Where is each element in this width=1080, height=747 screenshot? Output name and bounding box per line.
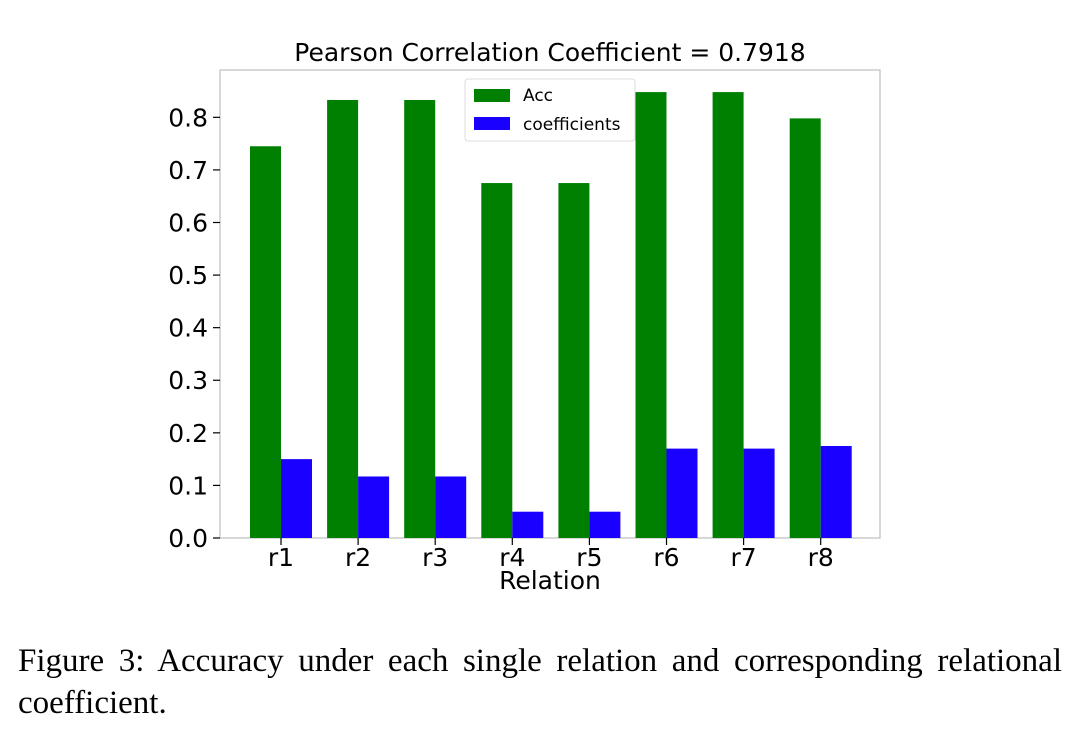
bar-acc-r3 xyxy=(404,99,436,539)
y-tick-label: 0.2 xyxy=(168,419,208,448)
bar-acc-r5 xyxy=(558,183,590,538)
x-tick-label-r5: r5 xyxy=(576,543,602,572)
chart-title: Pearson Correlation Coefficient = 0.7918 xyxy=(294,38,805,67)
bar-coefficients-r2 xyxy=(358,476,390,538)
bar-acc-r6 xyxy=(635,92,667,539)
x-tick-label-r2: r2 xyxy=(345,543,371,572)
y-tick-label: 0.5 xyxy=(168,261,208,290)
bar-acc-r8 xyxy=(789,118,821,538)
x-tick-label-r3: r3 xyxy=(422,543,448,572)
y-axis: 0.0 0.1 0.2 0.3 0.4 0.5 0.6 0.7 0.8 xyxy=(168,103,220,553)
bar-coefficients-r4 xyxy=(512,511,544,538)
legend: Acc coefficients xyxy=(464,78,636,142)
legend-label-acc: Acc xyxy=(523,86,553,106)
y-tick-label: 0.3 xyxy=(168,366,208,395)
bar-acc-r4 xyxy=(481,183,513,538)
x-tick-label-r7: r7 xyxy=(731,543,757,572)
bar-coefficients-r1 xyxy=(281,459,312,538)
y-tick-label: 0.1 xyxy=(168,471,208,500)
y-tick-label: 0.7 xyxy=(168,156,208,185)
legend-swatch-acc xyxy=(474,89,510,102)
bar-coefficients-r6 xyxy=(666,448,698,538)
bar-coefficients-r3 xyxy=(435,476,467,538)
x-axis: r1 r2 r3 r4 r5 r6 r7 r8 xyxy=(268,538,834,572)
x-tick-label-r8: r8 xyxy=(808,543,834,572)
bar-coefficients-r8 xyxy=(820,445,852,538)
figure-caption: Figure 3: Accuracy under each single rel… xyxy=(18,643,1062,721)
bars-layer xyxy=(250,92,852,539)
legend-swatch-coefficients xyxy=(474,117,510,130)
y-tick-label: 0.6 xyxy=(168,208,208,237)
x-tick-label-r1: r1 xyxy=(268,543,294,572)
y-tick-label: 0.0 xyxy=(168,524,208,553)
x-tick-label-r4: r4 xyxy=(499,543,525,572)
bar-acc-r1 xyxy=(250,146,281,538)
x-tick-label-r6: r6 xyxy=(653,543,679,572)
bar-acc-r2 xyxy=(327,99,359,539)
y-tick-label: 0.4 xyxy=(168,314,208,343)
bar-chart: 0.0 0.1 0.2 0.3 0.4 0.5 0.6 0.7 0.8 r1 r2 r3 r4 r5 r6… xyxy=(168,38,881,595)
y-tick-label: 0.8 xyxy=(168,103,208,132)
bar-coefficients-r5 xyxy=(589,511,621,538)
bar-coefficients-r7 xyxy=(743,448,775,538)
legend-label-coefficients: coefficients xyxy=(523,115,621,135)
bar-acc-r7 xyxy=(712,92,744,539)
x-axis-label: Relation xyxy=(499,566,601,595)
plot-frame xyxy=(219,69,881,539)
